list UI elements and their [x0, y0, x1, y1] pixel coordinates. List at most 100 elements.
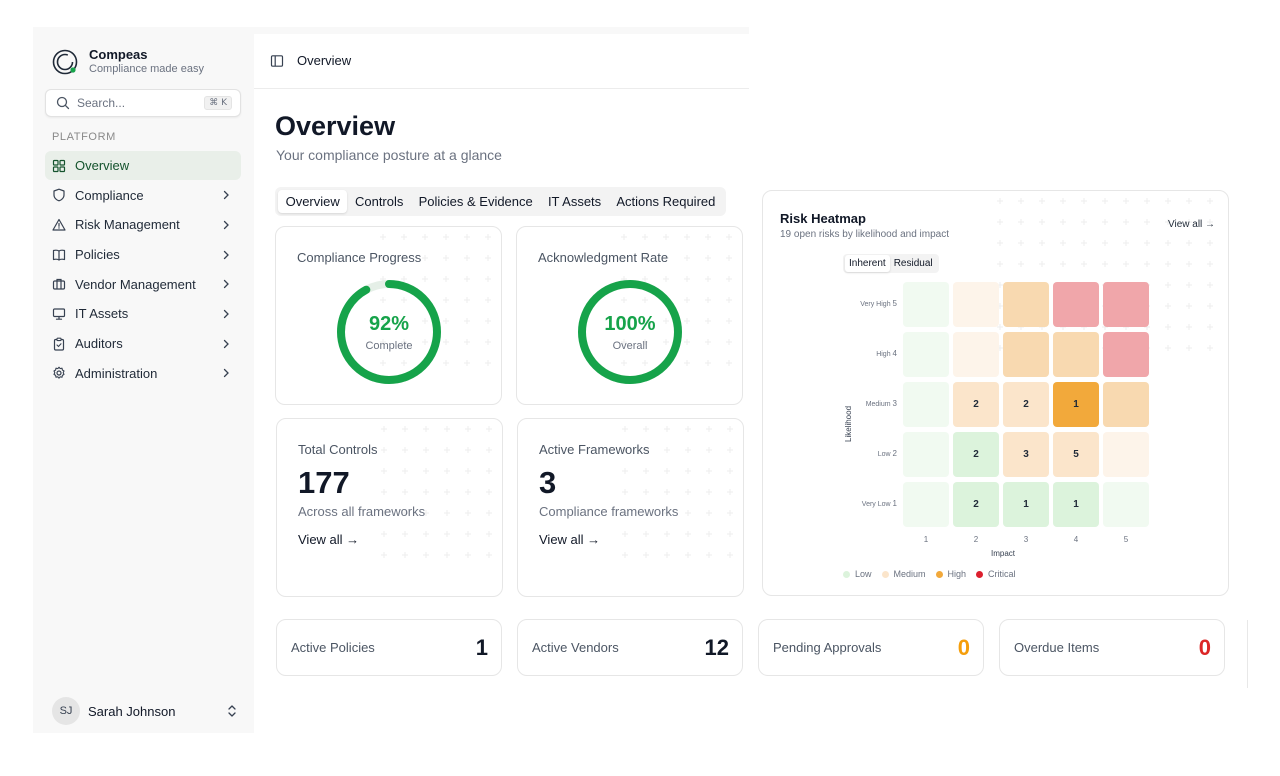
impact-label: 1 — [923, 535, 929, 544]
sidebar-item-label: Compliance — [75, 187, 144, 203]
tab-it-assets[interactable]: IT Assets — [547, 194, 602, 209]
heatmap-cell[interactable] — [1103, 332, 1149, 377]
stat-pending-approvals[interactable]: Pending Approvals 0 — [758, 619, 984, 676]
page-edge — [1247, 620, 1248, 688]
stat-value: 0 — [1198, 634, 1211, 660]
sidebar-item-label: Risk Management — [75, 217, 180, 233]
sidebar-nav: Overview Compliance Risk Management Poli… — [45, 151, 241, 389]
stat-active-vendors[interactable]: Active Vendors 12 — [517, 619, 743, 676]
warning-triangle-icon — [52, 218, 66, 231]
layout-grid-icon — [52, 159, 66, 172]
avatar: SJ — [52, 697, 80, 725]
heatmap-cell[interactable] — [903, 432, 949, 477]
briefcase-icon — [52, 279, 66, 290]
sidebar-item-label: Auditors — [75, 336, 123, 352]
gear-icon — [53, 366, 65, 380]
stat-overdue-items[interactable]: Overdue Items 0 — [999, 619, 1225, 676]
heatmap-cell[interactable] — [1103, 382, 1149, 427]
heatmap-cell[interactable] — [903, 482, 949, 527]
heatmap-view-all-link[interactable]: View all → — [1168, 219, 1216, 230]
heatmap-cell[interactable]: 3 — [1003, 432, 1049, 477]
impact-label: 4 — [1073, 535, 1079, 544]
heatmap-cell[interactable] — [1053, 282, 1099, 327]
chevron-right-icon — [223, 191, 229, 200]
search-box[interactable]: ⌘ K — [45, 89, 241, 117]
heatmap-cell[interactable] — [903, 332, 949, 377]
heatmap-cell[interactable] — [953, 282, 999, 327]
sidebar-item-vendor-management[interactable]: Vendor Management — [45, 270, 241, 299]
heatmap-cell[interactable] — [1003, 332, 1049, 377]
heatmap-cell[interactable]: 2 — [1003, 382, 1049, 427]
sidebar-item-auditors[interactable]: Auditors — [45, 329, 241, 358]
tab-actions-required[interactable]: Actions Required — [616, 194, 716, 209]
heatmap-cell[interactable] — [903, 282, 949, 327]
stat-value: 12 — [704, 634, 729, 660]
user-menu[interactable]: SJ Sarah Johnson — [52, 696, 238, 726]
legend-dot — [976, 570, 984, 578]
sidebar-item-compliance[interactable]: Compliance — [45, 181, 241, 210]
sidebar-item-risk-management[interactable]: Risk Management — [45, 210, 241, 239]
breadcrumb: Overview — [297, 53, 352, 68]
stat-active-policies[interactable]: Active Policies 1 — [276, 619, 502, 676]
heatmap-title: Risk Heatmap — [780, 211, 866, 226]
stat-label: Active Vendors — [532, 640, 619, 655]
active-frameworks-card: Active Frameworks 3 Compliance framework… — [517, 418, 744, 597]
heatmap-cell[interactable] — [1103, 282, 1149, 327]
likelihood-label: Low 2 — [807, 449, 897, 458]
tab-overview[interactable]: Overview — [278, 190, 348, 213]
toggle-inherent[interactable]: Inherent — [845, 255, 890, 272]
search-icon — [56, 96, 70, 110]
heatmap-cell[interactable] — [1103, 482, 1149, 527]
legend-label: Low — [855, 569, 872, 579]
heatmap-cell[interactable] — [953, 332, 999, 377]
card-title: Compliance Progress — [297, 250, 422, 265]
sidebar-item-label: Vendor Management — [75, 276, 196, 292]
chevrons-up-down-icon — [228, 705, 236, 717]
tab-controls[interactable]: Controls — [354, 194, 404, 209]
search-shortcut-badge: ⌘ K — [204, 96, 232, 110]
stat-label: Pending Approvals — [773, 640, 882, 655]
heatmap-cell[interactable]: 2 — [953, 432, 999, 477]
topbar-edge — [254, 27, 749, 34]
heatmap-cell[interactable]: 1 — [1053, 382, 1099, 427]
legend-item-medium: Medium — [881, 569, 926, 579]
compeas-logo-icon — [52, 49, 78, 75]
sidebar-item-administration[interactable]: Administration — [45, 359, 241, 388]
heatmap-cell[interactable] — [1053, 332, 1099, 377]
chevron-right-icon — [223, 309, 229, 319]
view-all-frameworks-link[interactable]: View all → — [539, 532, 601, 547]
clipboard-icon — [53, 337, 65, 351]
view-all-controls-link[interactable]: View all → — [298, 532, 360, 547]
chevron-right-icon — [223, 250, 229, 259]
heatmap-cell[interactable]: 2 — [953, 382, 999, 427]
sidebar-item-overview[interactable]: Overview — [45, 151, 241, 180]
card-title: Acknowledgment Rate — [538, 250, 669, 265]
tab-policies-evidence[interactable]: Policies & Evidence — [418, 194, 533, 209]
brand-tagline: Compliance made easy — [89, 63, 204, 75]
likelihood-label: Very High 5 — [807, 299, 897, 308]
heatmap-cell[interactable]: 5 — [1053, 432, 1099, 477]
search-input[interactable] — [77, 96, 197, 110]
heatmap-cell[interactable] — [1003, 282, 1049, 327]
heatmap-cell[interactable]: 2 — [953, 482, 999, 527]
stat-label: Overdue Items — [1014, 640, 1100, 655]
sidebar-item-policies[interactable]: Policies — [45, 240, 241, 269]
toggle-residual[interactable]: Residual — [893, 258, 933, 269]
sidebar-item-it-assets[interactable]: IT Assets — [45, 299, 241, 328]
heatmap-cell[interactable] — [1103, 432, 1149, 477]
likelihood-label: High 4 — [807, 349, 897, 358]
legend-label: High — [947, 569, 967, 579]
shield-icon — [53, 188, 65, 202]
legend-item-high: High — [935, 569, 967, 579]
brand[interactable]: Compeas Compliance made easy — [52, 47, 204, 76]
card-title: Total Controls — [298, 442, 378, 457]
heatmap-cell[interactable]: 1 — [1053, 482, 1099, 527]
card-title: Active Frameworks — [539, 442, 650, 457]
heatmap-cell[interactable]: 1 — [1003, 482, 1049, 527]
user-name: Sarah Johnson — [88, 703, 176, 719]
progress-value: 92% — [368, 313, 410, 335]
likelihood-number: 4 — [892, 349, 897, 358]
heatmap-cell[interactable] — [903, 382, 949, 427]
likelihood-label: Medium 3 — [807, 399, 897, 408]
sidebar-toggle-icon[interactable] — [270, 54, 284, 68]
